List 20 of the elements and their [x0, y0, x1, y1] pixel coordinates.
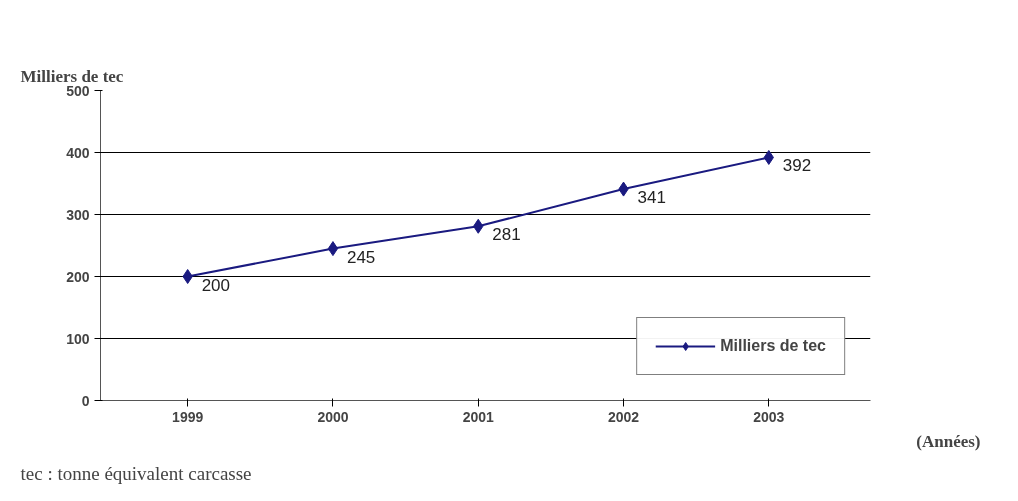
y-tick-label: 100 [66, 330, 90, 347]
data-label: 245 [346, 247, 376, 267]
text: tec : tonne équivalent carcasse [20, 462, 252, 484]
x-tick-label: 2001 [462, 408, 495, 425]
y-tick-label: 0 [81, 392, 90, 409]
x-tick-label: 1999 [172, 408, 204, 425]
y-tick-label: 300 [66, 206, 90, 223]
legend-label: Milliers de tec [720, 337, 826, 355]
y-tick-label: 200 [66, 268, 90, 285]
point [182, 269, 193, 284]
point [327, 241, 339, 257]
data-label: 392 [782, 156, 812, 176]
x-axis-title: (Années) [916, 431, 981, 451]
x-tick-label: 2002 [607, 408, 640, 425]
data-label: 200 [201, 275, 231, 295]
y-tick-label: 400 [66, 144, 90, 161]
data-label: 281 [492, 225, 521, 245]
data-label: 341 [637, 188, 666, 208]
x-tick-label: 2000 [317, 408, 349, 425]
x-tick-label: 2003 [753, 408, 785, 425]
